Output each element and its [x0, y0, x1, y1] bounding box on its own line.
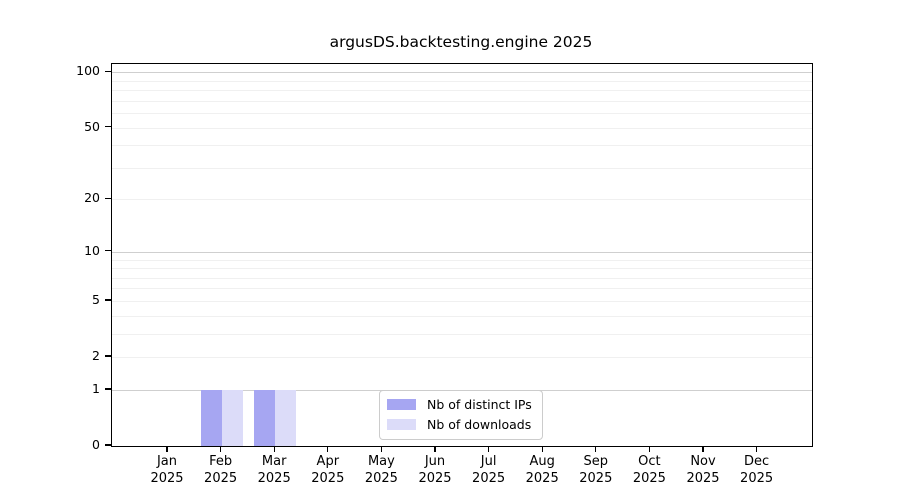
x-tick-mark: [273, 446, 275, 453]
x-tick-label: Sep 2025: [579, 454, 613, 486]
gridline-minor: [112, 300, 812, 302]
x-tick-label: Jan 2025: [150, 454, 184, 486]
x-tick-mark: [166, 446, 168, 453]
x-tick-label: Mar 2025: [257, 454, 291, 486]
gridline-minor: [112, 113, 812, 114]
y-tick-mark: [105, 125, 111, 128]
legend-entry-downloads: Nb of downloads: [387, 416, 532, 433]
x-tick-mark: [487, 446, 490, 453]
x-tick-label: Apr 2025: [311, 454, 345, 486]
x-tick-mark: [595, 446, 597, 453]
legend-entry-distinct-ips: Nb of distinct IPs: [387, 396, 532, 413]
gridline-minor: [112, 80, 812, 82]
x-tick-label: Jun 2025: [418, 454, 452, 486]
gridline-minor: [112, 288, 812, 290]
legend-label: Nb of distinct IPs: [427, 397, 532, 412]
legend: Nb of distinct IPs Nb of downloads: [379, 390, 543, 440]
bar-downloads: [221, 389, 243, 446]
gridline-minor: [112, 357, 812, 358]
y-tick-label: 50: [84, 118, 100, 134]
chart-title: argusDS.backtesting.engine 2025: [329, 33, 593, 51]
downloads-swatch: [387, 419, 416, 430]
plot-area: Nb of distinct IPs Nb of downloads: [111, 63, 813, 447]
x-tick-label: Feb 2025: [204, 454, 238, 486]
x-tick-label: Nov 2025: [686, 454, 720, 486]
y-tick-label: 1: [92, 380, 100, 396]
x-tick-mark: [219, 446, 222, 453]
y-tick-label: 0: [92, 437, 100, 452]
x-tick-mark: [380, 446, 383, 453]
gridline-minor: [112, 333, 812, 335]
x-tick-label: Dec 2025: [740, 454, 774, 486]
x-tick-mark: [702, 446, 704, 453]
y-tick-label: 20: [84, 190, 100, 206]
x-tick-label: Oct 2025: [632, 454, 666, 486]
y-tick-mark: [105, 70, 111, 72]
gridline-minor: [112, 259, 812, 261]
x-tick-label: Jul 2025: [472, 454, 506, 486]
gridline-minor: [112, 127, 812, 129]
x-tick-mark: [434, 446, 436, 453]
y-tick-mark: [105, 197, 111, 200]
y-tick-label: 100: [76, 63, 100, 79]
y-tick-label: 2: [92, 348, 100, 363]
gridline-major: [112, 72, 812, 74]
y-tick-mark: [105, 299, 111, 301]
bar-distinct-ips: [200, 389, 222, 446]
x-tick-mark: [327, 446, 329, 453]
y-tick-mark: [105, 355, 111, 357]
legend-label: Nb of downloads: [427, 417, 532, 432]
x-tick-mark: [541, 446, 543, 453]
gridline-minor: [112, 90, 812, 92]
x-tick-mark: [648, 446, 651, 453]
y-tick-mark: [105, 388, 111, 390]
x-tick-label: Aug 2025: [525, 454, 559, 486]
gridline-minor: [112, 100, 812, 102]
bar-distinct-ips: [254, 389, 276, 446]
gridline-minor: [112, 277, 812, 279]
y-tick-mark: [105, 250, 111, 252]
gridline-minor: [112, 199, 812, 201]
bar-downloads: [275, 389, 297, 446]
x-tick-mark: [755, 446, 758, 453]
y-tick-label: 5: [92, 291, 100, 307]
y-tick-mark: [105, 444, 111, 446]
gridline-minor: [112, 268, 812, 269]
gridline-major: [112, 251, 812, 253]
gridline-minor: [112, 145, 812, 147]
gridline-minor: [112, 315, 812, 317]
gridline-minor: [112, 167, 812, 169]
x-tick-label: May 2025: [364, 454, 398, 486]
y-tick-label: 10: [84, 242, 100, 258]
distinct-ips-swatch: [387, 399, 416, 410]
